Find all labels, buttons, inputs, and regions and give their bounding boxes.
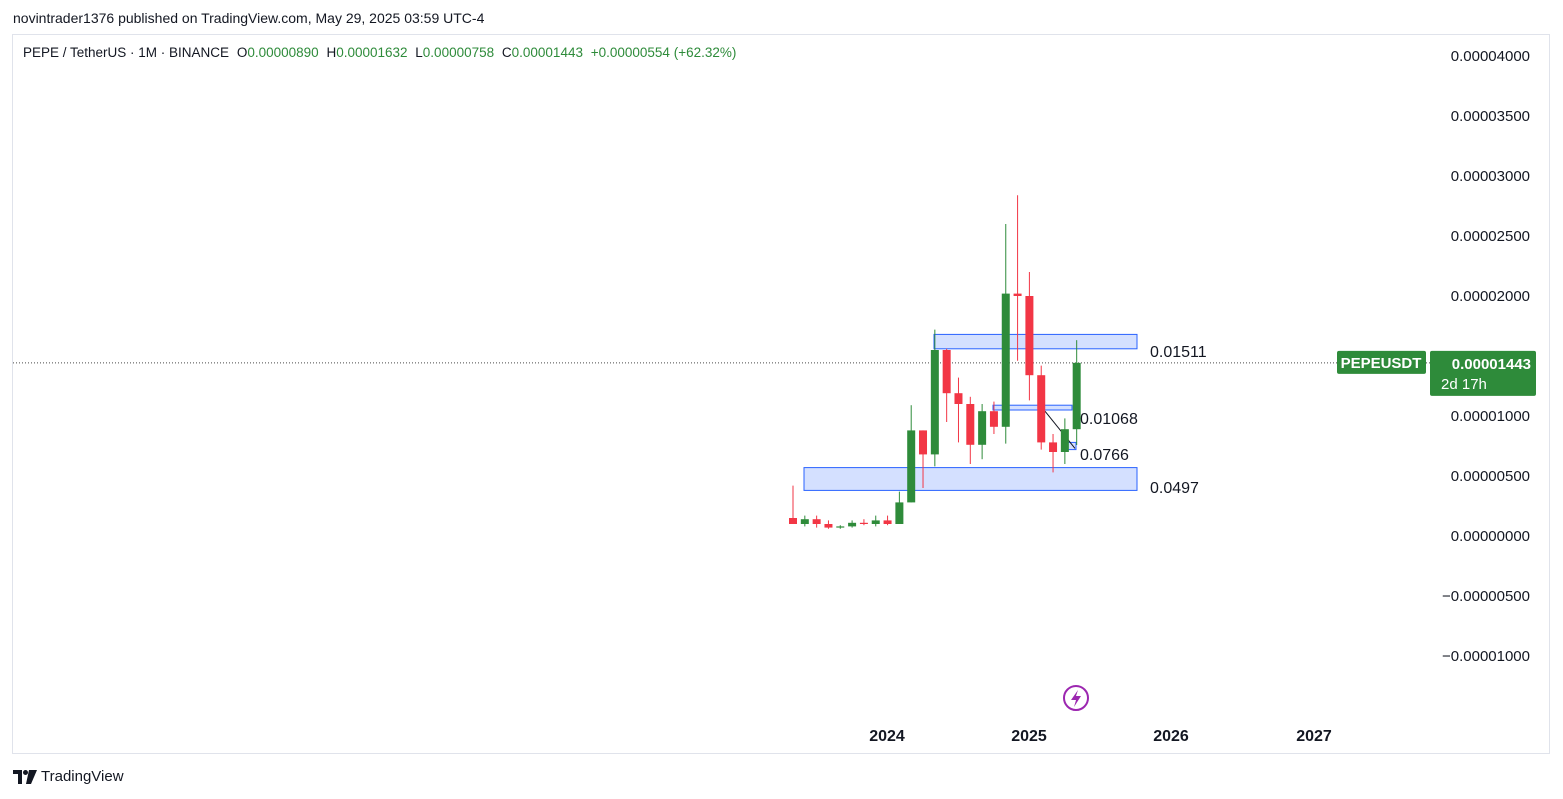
chart-frame[interactable] [12,34,1550,754]
candle-body[interactable] [1060,429,1069,452]
candle-body[interactable] [848,522,857,527]
y-axis-tick-label: −0.00001000 [1442,648,1530,665]
trend-line[interactable] [1044,410,1076,449]
candle-body[interactable] [978,411,987,445]
legend-high-value: 0.00001632 [336,45,408,60]
y-axis-tick-label: 0.00002000 [1451,288,1530,305]
price-tag-value: 0.00001443 [1452,356,1531,373]
zone-label: 0.0766 [1080,447,1129,464]
y-axis-tick-label: 0.00000500 [1451,468,1530,485]
legend-change: +0.00000554 (+62.32%) [590,45,737,60]
y-axis-tick-label: −0.00000500 [1442,588,1530,605]
candle-body[interactable] [789,518,797,524]
y-axis-tick-label: 0.00000000 [1451,528,1530,545]
candle-body[interactable] [1001,293,1010,427]
candle-body[interactable] [824,524,833,528]
legend-close-value: 0.00001443 [511,45,583,60]
lightning-bolt-icon [1071,690,1081,707]
candle-body[interactable] [1037,375,1046,443]
candle-body[interactable] [989,411,998,427]
x-axis-tick-label: 2025 [1011,728,1047,745]
candle-body[interactable] [966,404,975,445]
support-resistance-zone[interactable] [933,333,1138,350]
legend-open: O0.00000890 [237,45,319,60]
candle-body[interactable] [907,430,916,503]
legend-low: L0.00000758 [415,45,494,60]
candle-body[interactable] [836,526,845,528]
candle-body[interactable] [919,430,928,455]
x-axis-tick-label: 2026 [1153,728,1189,745]
symbol-tag-bg [1337,350,1426,374]
footer-brand-label: TradingView [41,768,124,785]
candle-body[interactable] [895,502,904,524]
y-axis-tick-label: 0.00002500 [1451,228,1530,245]
footer-brand: TradingView [13,768,124,785]
support-resistance-zone[interactable] [992,404,1073,411]
candle-body[interactable] [800,519,809,524]
legend-low-value: 0.00000758 [422,45,495,60]
zone-label: 0.01068 [1080,411,1138,428]
legend-high: H0.00001632 [326,45,407,60]
zone-label: 0.01511 [1150,344,1207,361]
legend-close-label: C [501,45,512,60]
candle-body[interactable] [883,520,892,524]
candle-body[interactable] [954,393,963,404]
candle-body[interactable] [1049,442,1058,452]
legend-open-value: 0.00000890 [247,45,319,60]
x-axis-tick-label: 2027 [1296,728,1332,745]
candle-body[interactable] [1025,296,1034,376]
candle-body[interactable] [871,520,880,524]
zone-label: 0.0497 [1150,480,1199,497]
publisher-caption: novintrader1376 published on TradingView… [13,10,485,26]
y-axis-tick-label: 0.00004000 [1451,48,1530,65]
candle-body[interactable] [859,522,868,524]
legend-open-label: O [236,45,248,60]
legend-low-label: L [415,45,423,60]
chart-legend: PEPE / TetherUS · 1M · BINANCE O0.000008… [23,45,740,60]
x-axis-tick-label: 2024 [869,728,905,745]
candle-body[interactable] [812,519,821,524]
y-axis-tick-label: 0.00003000 [1451,168,1530,185]
support-resistance-zone[interactable] [803,467,1138,491]
legend-high-label: H [326,45,337,60]
candle-body[interactable] [930,350,939,455]
candle-body[interactable] [942,350,951,394]
price-tag-bg [1430,350,1536,396]
symbol-tag-label: PEPEUSDT [1341,355,1422,372]
legend-close: C0.00001443 [502,45,583,60]
y-axis-tick-label: 0.00003500 [1451,108,1530,125]
legend-symbol: PEPE / TetherUS · 1M · BINANCE [23,45,230,60]
y-axis-tick-label: 0.00001000 [1451,408,1530,425]
candle-body[interactable] [1013,293,1022,296]
tradingview-logo-icon [13,769,37,784]
candle-body[interactable] [1072,362,1081,430]
price-tag-countdown: 2d 17h [1441,376,1487,393]
